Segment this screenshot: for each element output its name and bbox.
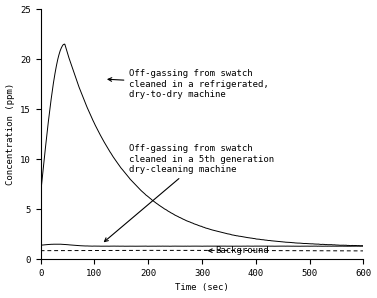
- Y-axis label: Concentration (ppm): Concentration (ppm): [6, 83, 15, 185]
- Text: Off-gassing from swatch
cleaned in a refrigerated,
dry-to-dry machine: Off-gassing from swatch cleaned in a ref…: [108, 69, 269, 99]
- Text: Background: Background: [208, 246, 269, 255]
- X-axis label: Time (sec): Time (sec): [175, 283, 229, 292]
- Text: Off-gassing from swatch
cleaned in a 5th generation
dry-cleaning machine: Off-gassing from swatch cleaned in a 5th…: [104, 144, 274, 242]
